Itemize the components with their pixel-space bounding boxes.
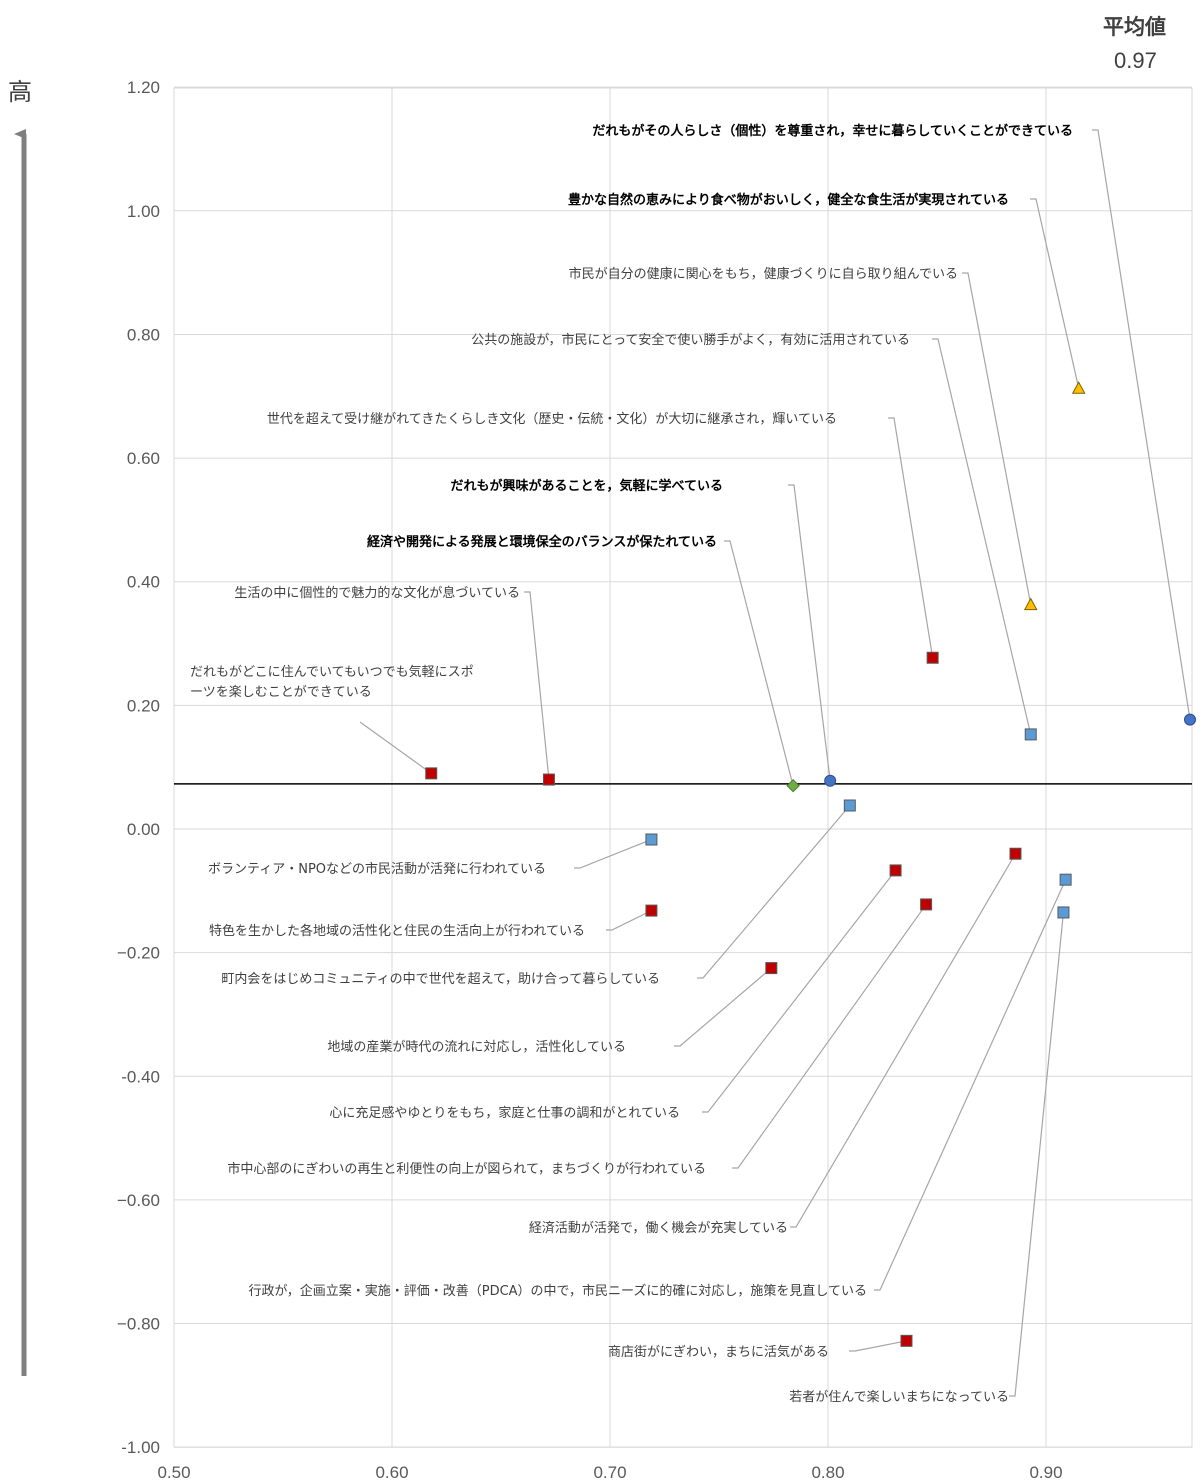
point-marker-diamond	[786, 779, 800, 793]
leader-line	[674, 967, 772, 1047]
leader-line	[359, 721, 432, 774]
point-marker-red-square	[900, 1334, 913, 1347]
leader-line	[874, 879, 1067, 1291]
point-label: 市民が自分の健康に関心をもち，健康づくりに自ら取り組んでいる	[569, 266, 958, 282]
point-label-line2: ーツを楽しむことができている	[190, 684, 372, 700]
point-label: 市中心部のにぎわいの再生と利便性の向上が図られて，まちづくりが行われている	[227, 1161, 706, 1177]
point-labels: だれもがその人らしさ（個性）を尊重され，幸せに暮らしていくことができている豊かな…	[190, 123, 1073, 1405]
leader-line	[732, 904, 927, 1169]
leader-line	[574, 838, 652, 869]
leader-line	[1030, 198, 1080, 389]
point-marker-red-square	[920, 898, 933, 911]
point-marker-red-square	[1009, 847, 1022, 860]
leader-line	[888, 417, 934, 658]
x-tick-label: 0.80	[811, 1463, 844, 1482]
x-tick-label: 0.60	[375, 1463, 408, 1482]
y-tick-label: −0.20	[117, 944, 160, 963]
point-label: 行政が，企画立案・実施・評価・改善（PDCA）の中で，市民ニーズに的確に対応し，…	[249, 1283, 867, 1299]
leader-line	[702, 870, 897, 1113]
point-marker-blue-square	[843, 799, 856, 812]
leader-line	[849, 1340, 907, 1352]
y-tick-label: 0.80	[127, 325, 160, 344]
gridlines	[173, 86, 1193, 1448]
plot-area-border	[173, 87, 1193, 1448]
point-label: 生活の中に個性的で魅力的な文化が息づいている	[234, 585, 520, 601]
point-label: 商店街がにぎわい，まちに活気がある	[608, 1344, 829, 1360]
point-label: だれもが興味があることを，気軽に学べている	[451, 478, 723, 494]
point-marker-red-square	[425, 767, 438, 780]
leader-line	[724, 540, 794, 786]
leader-line	[697, 805, 851, 979]
point-label: 地域の産業が時代の流れに対応し，活性化している	[327, 1039, 626, 1055]
point-marker-blue-square	[1059, 873, 1072, 886]
axes: 1.20 1.00 0.80 0.60 0.40 0.20 0.00 −0.20 -0.40 −0…	[117, 78, 1192, 1482]
data-points	[425, 381, 1196, 1347]
leader-line	[524, 591, 550, 780]
point-label: 若者が住んで楽しいまちになっている	[789, 1389, 1009, 1405]
point-label: 豊かな自然の恵みにより食べ物がおいしく，健全な食生活が実現されている	[568, 192, 1009, 208]
point-label: 経済や開発による発展と環境保全のバランスが保たれている	[367, 534, 717, 550]
y-tick-label: 0.00	[127, 820, 160, 839]
y-tick-label: −0.60	[117, 1191, 160, 1210]
point-marker-red-square	[926, 651, 939, 664]
leader-line	[932, 338, 1032, 735]
leader-line	[962, 272, 1032, 605]
point-label: だれもがどこに住んでいてもいつでも気軽にスポ	[190, 664, 474, 680]
y-tick-label: 0.20	[127, 696, 160, 715]
point-label: 経済活動が活発で，働く機会が充実している	[529, 1220, 788, 1236]
point-marker-blue-square	[645, 833, 658, 846]
point-label: 世代を超えて受け継がれてきたくらしき文化（歴史・伝統・文化）が大切に継承され，輝…	[267, 412, 837, 427]
leader-line	[606, 910, 652, 931]
x-tick-label: 0.70	[593, 1463, 626, 1482]
point-marker-triangle	[1071, 381, 1086, 394]
leader-lines	[359, 129, 1191, 1397]
point-marker-blue-square	[1057, 906, 1070, 919]
leader-line	[1009, 912, 1065, 1397]
leader-line	[788, 484, 831, 781]
y-tick-label: 0.40	[127, 573, 160, 592]
point-marker-circle	[824, 774, 837, 787]
y-axis-label: 高	[8, 78, 32, 106]
y-tick-label: -1.00	[121, 1438, 160, 1457]
y-tick-label: 1.00	[127, 202, 160, 221]
point-marker-red-square	[889, 864, 902, 877]
point-label: 心に充足感やゆとりをもち，家庭と仕事の調和がとれている	[329, 1105, 680, 1121]
point-label: 町内会をはじめコミュニティの中で世代を超えて，助け合って暮らしている	[221, 971, 660, 987]
point-marker-circle	[1184, 713, 1196, 726]
leader-line	[790, 853, 1016, 1228]
average-title: 平均値	[1103, 15, 1166, 39]
point-label: 特色を生かした各地域の活性化と住民の生活向上が行われている	[209, 923, 585, 939]
average-value: 0.97	[1114, 48, 1157, 73]
point-label: 公共の施設が，市民にとって安全で使い勝手がよく，有効に活用されている	[471, 332, 910, 348]
leader-line	[1092, 129, 1191, 720]
y-tick-label: 1.20	[127, 78, 160, 97]
point-marker-blue-square	[1024, 728, 1037, 741]
y-tick-label: 0.60	[127, 449, 160, 468]
x-tick-label: 0.90	[1029, 1463, 1062, 1482]
x-tick-label: 0.50	[157, 1463, 190, 1482]
point-marker-red-square	[765, 962, 778, 975]
y-tick-label: −0.80	[117, 1315, 160, 1334]
point-marker-triangle	[1023, 597, 1038, 611]
y-tick-label: -0.40	[121, 1067, 160, 1086]
point-marker-red-square	[542, 773, 555, 786]
point-marker-red-square	[645, 904, 658, 917]
point-label: だれもがその人らしさ（個性）を尊重され，幸せに暮らしていくことができている	[592, 123, 1073, 139]
point-label: ボランティア・NPOなどの市民活動が活発に行われている	[208, 861, 546, 877]
